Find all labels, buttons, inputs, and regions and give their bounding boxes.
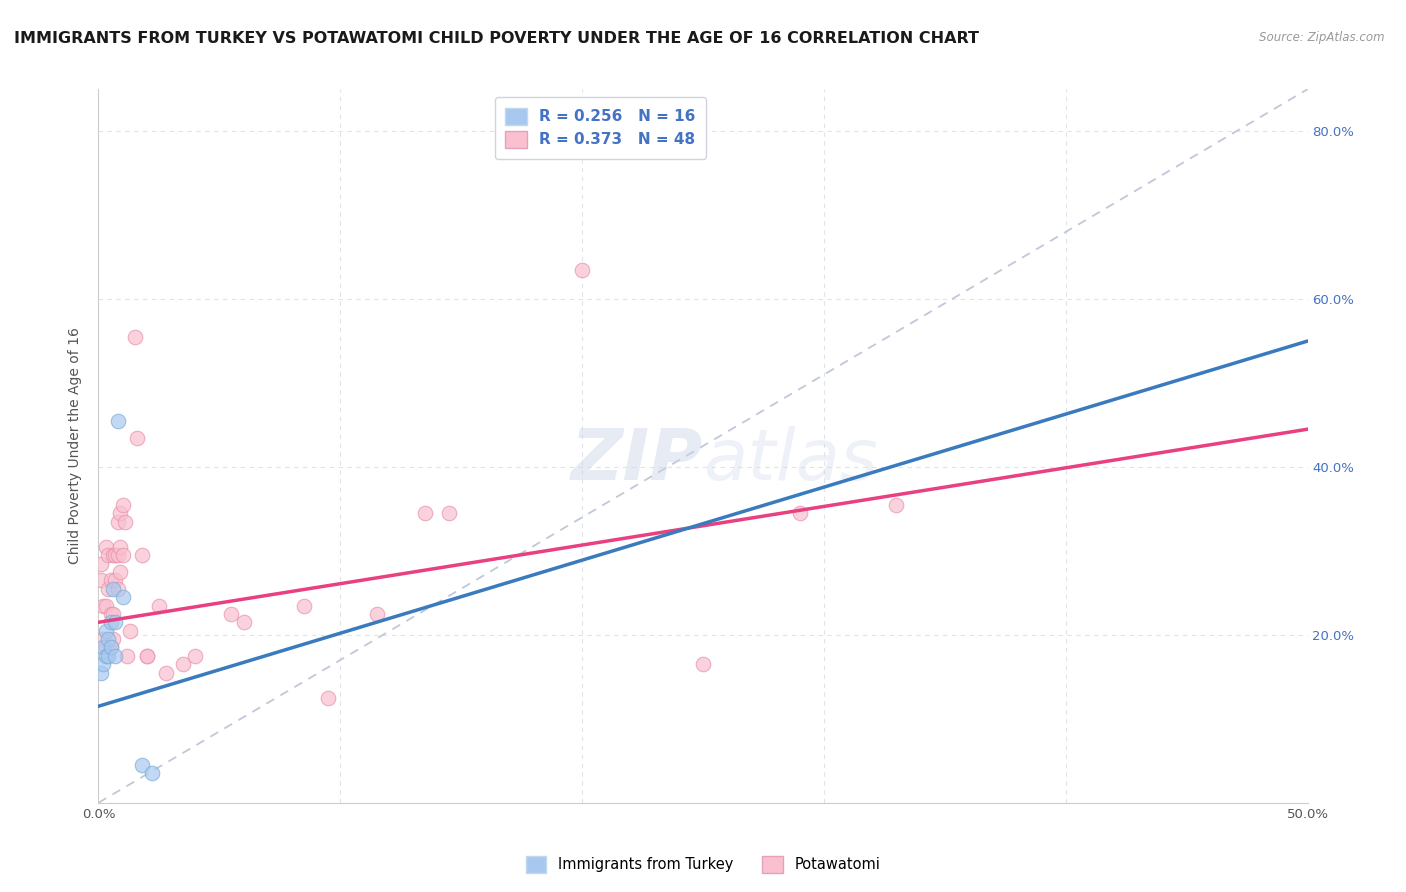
Point xyxy=(135,648,157,663)
Point xyxy=(117,648,139,663)
Point xyxy=(232,615,254,630)
Point xyxy=(104,574,127,588)
Point xyxy=(148,599,170,613)
Point xyxy=(131,758,153,772)
Point xyxy=(94,540,117,554)
Text: IMMIGRANTS FROM TURKEY VS POTAWATOMI CHILD POVERTY UNDER THE AGE OF 16 CORRELATI: IMMIGRANTS FROM TURKEY VS POTAWATOMI CHI… xyxy=(14,31,979,46)
Point xyxy=(90,574,112,588)
Point xyxy=(100,640,122,655)
Text: ZIP: ZIP xyxy=(571,425,703,495)
Point xyxy=(292,599,315,613)
Point xyxy=(90,665,112,680)
Point xyxy=(107,515,129,529)
Point xyxy=(124,330,146,344)
Point xyxy=(107,582,129,596)
Point xyxy=(172,657,194,672)
Point xyxy=(100,607,122,621)
Point xyxy=(141,766,163,780)
Point xyxy=(692,657,714,672)
Point xyxy=(155,665,177,680)
Point xyxy=(437,506,460,520)
Point xyxy=(114,515,136,529)
Point xyxy=(101,548,124,562)
Legend: R = 0.256   N = 16, R = 0.373   N = 48: R = 0.256 N = 16, R = 0.373 N = 48 xyxy=(495,97,706,159)
Point xyxy=(104,548,127,562)
Point xyxy=(111,590,134,604)
Point xyxy=(97,632,120,646)
Point xyxy=(221,607,243,621)
Y-axis label: Child Poverty Under the Age of 16: Child Poverty Under the Age of 16 xyxy=(69,327,83,565)
Point xyxy=(111,498,134,512)
Text: Source: ZipAtlas.com: Source: ZipAtlas.com xyxy=(1260,31,1385,45)
Point xyxy=(107,548,129,562)
Point xyxy=(94,624,117,638)
Point xyxy=(108,506,131,520)
Point xyxy=(118,624,141,638)
Point xyxy=(91,632,114,646)
Point xyxy=(127,431,149,445)
Point xyxy=(94,648,117,663)
Text: atlas: atlas xyxy=(703,425,877,495)
Point xyxy=(131,548,153,562)
Point xyxy=(104,615,127,630)
Point xyxy=(97,548,120,562)
Legend: Immigrants from Turkey, Potawatomi: Immigrants from Turkey, Potawatomi xyxy=(519,849,887,880)
Point xyxy=(91,640,114,655)
Point xyxy=(886,498,908,512)
Point xyxy=(100,615,122,630)
Point xyxy=(101,632,124,646)
Point xyxy=(100,640,122,655)
Point xyxy=(184,648,207,663)
Point xyxy=(94,599,117,613)
Point xyxy=(108,540,131,554)
Point xyxy=(91,657,114,672)
Point xyxy=(100,574,122,588)
Point xyxy=(108,565,131,579)
Point xyxy=(97,648,120,663)
Point xyxy=(366,607,388,621)
Point xyxy=(90,557,112,571)
Point xyxy=(316,690,339,705)
Point xyxy=(413,506,436,520)
Point xyxy=(107,414,129,428)
Point xyxy=(97,582,120,596)
Point xyxy=(111,548,134,562)
Point xyxy=(571,262,593,277)
Point xyxy=(135,648,157,663)
Point xyxy=(94,640,117,655)
Point xyxy=(101,582,124,596)
Point xyxy=(789,506,811,520)
Point xyxy=(91,599,114,613)
Point xyxy=(104,648,127,663)
Point xyxy=(101,607,124,621)
